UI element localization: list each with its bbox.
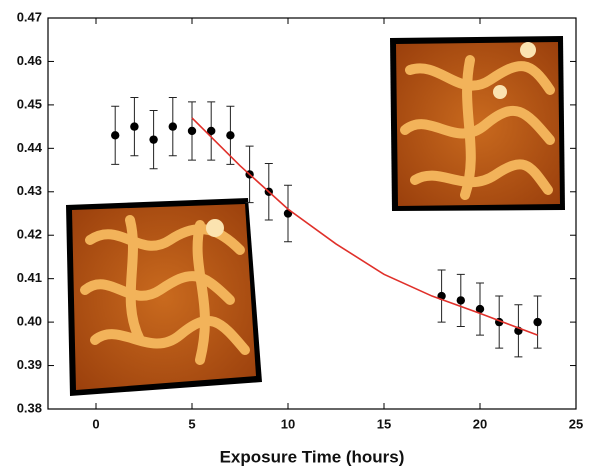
y-tick-label: 0.47 bbox=[17, 9, 42, 24]
data-point bbox=[456, 296, 465, 305]
data-point bbox=[533, 317, 542, 327]
x-tick-label: 25 bbox=[569, 416, 583, 431]
data-point bbox=[187, 126, 197, 136]
inset-image-right bbox=[390, 36, 565, 211]
data-point bbox=[130, 122, 139, 131]
x-tick-label: 20 bbox=[473, 416, 487, 431]
inset-image-left bbox=[66, 198, 262, 396]
x-tick-label: 10 bbox=[281, 416, 295, 431]
data-point bbox=[475, 304, 485, 314]
x-tick-label: 15 bbox=[377, 416, 391, 431]
y-tick-label: 0.38 bbox=[17, 400, 42, 415]
data-point bbox=[149, 135, 158, 144]
y-tick-label: 0.41 bbox=[17, 270, 42, 285]
y-tick-label: 0.45 bbox=[17, 96, 42, 111]
data-point bbox=[111, 131, 120, 140]
x-tick-label: 0 bbox=[92, 416, 99, 431]
x-axis-label: Exposure Time (hours) bbox=[220, 447, 405, 466]
fit-line bbox=[191, 117, 538, 336]
y-tick-label: 0.39 bbox=[17, 357, 42, 372]
y-tick-label: 0.46 bbox=[17, 53, 42, 68]
x-tick-label: 5 bbox=[188, 416, 195, 431]
plot-frame bbox=[47, 17, 577, 410]
y-tick-label: 0.44 bbox=[17, 140, 43, 155]
y-tick-label: 0.42 bbox=[17, 227, 42, 242]
data-point bbox=[226, 131, 235, 140]
y-tick-label: 0.43 bbox=[17, 183, 42, 198]
data-point bbox=[207, 126, 216, 136]
data-point bbox=[168, 122, 177, 131]
y-tick-label: 0.40 bbox=[17, 314, 42, 329]
